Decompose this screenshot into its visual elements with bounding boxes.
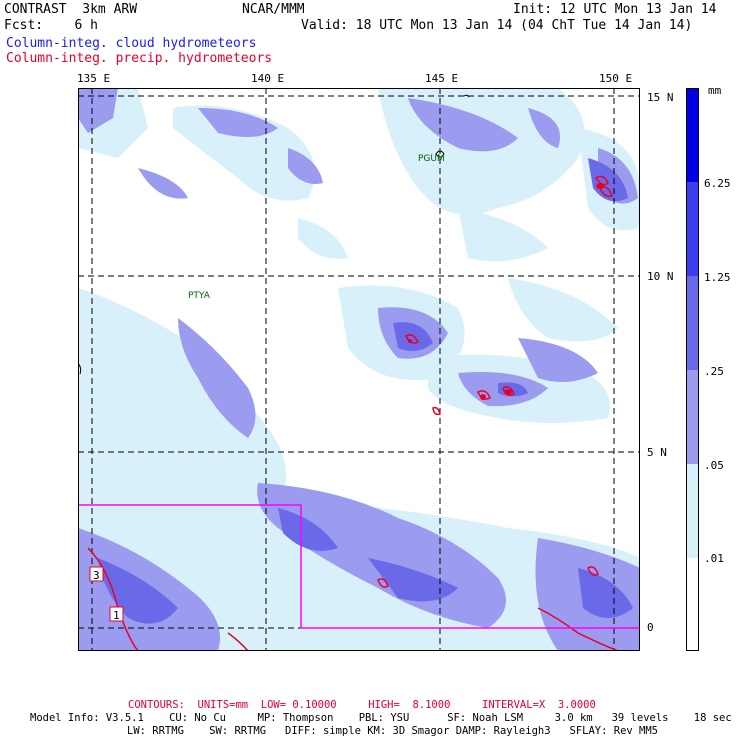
init-time: Init: 12 UTC Mon 13 Jan 14 [513, 2, 717, 17]
station-ptya: PTYA [188, 291, 211, 301]
lon-label-145: 145 E [425, 72, 459, 85]
colorbar-frame [686, 88, 699, 651]
model-info: Model Info: V3.5.1 CU: No Cu MP: Thompso… [30, 712, 732, 724]
institution: NCAR/MMM [242, 2, 305, 17]
precip-cores [408, 183, 604, 400]
lon-label-140: 140 E [251, 72, 285, 85]
lat-label-10n: 10 N [647, 270, 674, 283]
field-cloud-label: Column-integ. cloud hydrometeors [6, 36, 257, 51]
lat-lon-grid [78, 88, 640, 651]
lat-label-15n: 15 N [647, 91, 674, 104]
station-pgum: PGUM [418, 154, 445, 164]
colorbar-label-1-25: 1.25 [704, 271, 731, 284]
contour-info: CONTOURS: UNITS=mm LOW= 0.10000 HIGH= 8.… [128, 699, 596, 711]
colorbar-label-6-25: 6.25 [704, 177, 731, 190]
colorbar-label-0-01: .01 [704, 552, 724, 565]
model-title: CONTRAST 3km ARW [4, 2, 138, 17]
hydrometeor-map: 3 1 PGUM PTYA [78, 88, 640, 651]
colorbar-label-0-25: .25 [704, 365, 724, 378]
lat-label-eq: 0 [647, 621, 654, 634]
domain-label-boxes [89, 566, 124, 622]
domain-label-1: 1 [113, 609, 120, 622]
colorbar-bin-2 [686, 182, 699, 276]
lat-label-5n: 5 N [647, 446, 667, 459]
map-frame [78, 88, 640, 651]
colorbar [686, 88, 699, 651]
physics-info: LW: RRTMG SW: RRTMG DIFF: simple KM: 3D … [127, 725, 659, 737]
cloud-dark-layer [98, 158, 633, 624]
nested-domain-box [78, 504, 640, 629]
lon-label-150: 150 E [599, 72, 633, 85]
colorbar-unit: mm [708, 84, 722, 97]
colorbar-bin-4 [686, 370, 699, 464]
colorbar-bin-6 [686, 558, 699, 651]
valid-time: Valid: 18 UTC Mon 13 Jan 14 (04 ChT Tue … [301, 18, 693, 33]
domain-label-3: 3 [93, 569, 100, 582]
colorbar-label-0-05: .05 [704, 459, 724, 472]
colorbar-bin-3 [686, 276, 699, 370]
field-precip-label: Column-integ. precip. hydrometeors [6, 51, 273, 66]
forecast-hour: Fcst: 6 h [4, 18, 98, 33]
colorbar-bin-5 [686, 464, 699, 558]
lon-label-135: 135 E [77, 72, 111, 85]
colorbar-bin-1 [686, 88, 699, 182]
